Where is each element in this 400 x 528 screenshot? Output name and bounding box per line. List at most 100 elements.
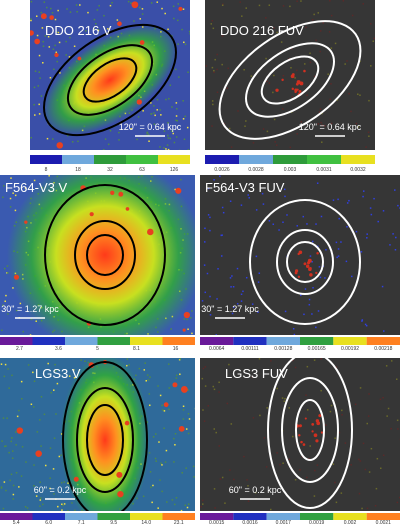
noise (303, 313, 305, 316)
noise (230, 146, 233, 148)
noise (266, 80, 268, 83)
noise (54, 363, 56, 366)
noise (156, 1, 159, 3)
uv-knot (275, 88, 279, 92)
noise (254, 491, 257, 494)
noise (216, 53, 218, 56)
noise (368, 393, 370, 395)
noise (229, 200, 232, 203)
colorbar-segment (158, 155, 190, 164)
uv-knot (303, 69, 306, 73)
noise (329, 0, 331, 2)
star (125, 207, 130, 211)
noise (16, 415, 19, 418)
colorbar-tick: 0.0032 (350, 167, 366, 173)
noise (50, 7, 52, 10)
colorbar-tick: 126 (170, 167, 179, 173)
noise (153, 112, 155, 114)
noise (185, 467, 187, 469)
noise (232, 306, 235, 309)
uv-knot (281, 78, 284, 82)
noise (33, 103, 35, 106)
noise (52, 48, 55, 50)
noise (176, 374, 178, 376)
noise (372, 40, 375, 43)
noise (7, 272, 9, 274)
noise (324, 277, 326, 279)
uv-knot (316, 421, 321, 426)
noise (11, 450, 14, 452)
noise (80, 359, 82, 361)
star (73, 476, 79, 482)
noise (335, 366, 338, 368)
noise (301, 456, 304, 458)
noise (166, 134, 169, 137)
noise (246, 479, 248, 481)
noise (366, 237, 368, 239)
uv-knot (315, 439, 319, 443)
noise (128, 364, 130, 366)
noise (172, 5, 175, 8)
noise (306, 409, 309, 411)
noise (382, 454, 385, 457)
noise (358, 492, 361, 495)
noise (30, 18, 32, 20)
noise (317, 310, 320, 312)
noise (316, 182, 319, 184)
noise (40, 95, 43, 97)
noise (12, 192, 14, 194)
noise (107, 28, 109, 30)
noise (54, 18, 57, 21)
noise (206, 272, 209, 275)
uv-knot (320, 431, 324, 434)
noise (69, 11, 72, 13)
noise (3, 267, 6, 270)
noise (34, 70, 37, 72)
noise (340, 492, 343, 494)
noise (14, 194, 17, 197)
noise (397, 428, 399, 430)
noise (334, 42, 337, 45)
noise (137, 116, 140, 118)
noise (44, 35, 47, 37)
noise (38, 113, 41, 115)
noise (138, 367, 141, 370)
noise (229, 277, 232, 279)
noise (348, 199, 350, 202)
noise (65, 40, 67, 43)
scale-label: 60" = 0.2 kpc (34, 485, 87, 495)
noise (15, 309, 18, 312)
noise (258, 272, 261, 274)
colorbar-segment (0, 337, 33, 345)
noise (236, 303, 239, 305)
noise (258, 358, 261, 360)
noise (362, 195, 364, 198)
noise (300, 294, 302, 296)
noise (273, 74, 275, 77)
noise (296, 133, 298, 135)
noise (320, 141, 323, 143)
colorbar-tick: 0.0064 (209, 346, 225, 352)
noise (33, 484, 35, 487)
noise (289, 5, 291, 8)
noise (229, 469, 231, 471)
panel-image (30, 0, 190, 150)
noise (359, 460, 362, 462)
noise (182, 118, 185, 120)
noise (362, 442, 365, 445)
star (139, 40, 145, 45)
noise (273, 118, 276, 121)
noise (276, 31, 278, 34)
noise (306, 223, 308, 225)
colorbar-segment (97, 513, 130, 520)
star (163, 402, 169, 408)
noise (288, 407, 290, 409)
noise (200, 505, 202, 508)
noise (346, 226, 348, 228)
noise (0, 487, 3, 489)
colorbar-segment (239, 155, 273, 164)
noise (221, 63, 223, 66)
noise (71, 141, 74, 143)
star (180, 385, 188, 393)
noise (204, 385, 207, 387)
